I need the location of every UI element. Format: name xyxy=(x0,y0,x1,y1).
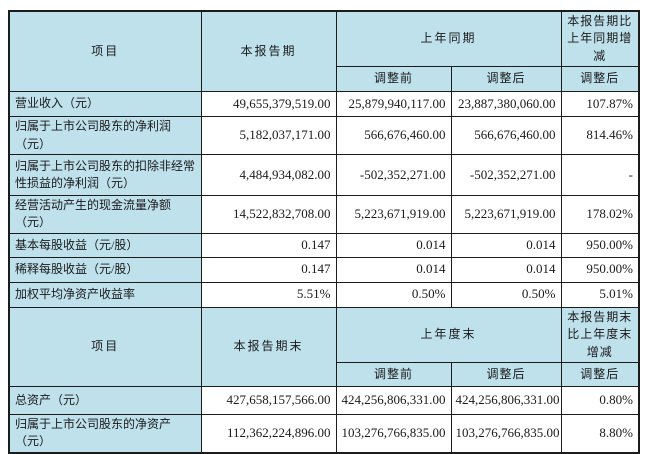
value-current: 4,484,934,082.00 xyxy=(200,153,337,196)
value-change: 950.00% xyxy=(560,256,640,283)
value-after: -502,352,271.00 xyxy=(450,153,562,196)
value-after: 0.014 xyxy=(450,232,562,258)
value-after: 0.50% xyxy=(450,281,562,308)
row-label: 归属于上市公司股东的扣除非经常性损益的净利润（元） xyxy=(8,153,202,196)
value-change: 950.00% xyxy=(560,232,640,258)
value-after: 5,223,671,919.00 xyxy=(450,194,562,234)
header-item-2: 项目 xyxy=(8,306,202,387)
table-row: 营业收入（元） 49,655,379,519.00 25,879,940,117… xyxy=(8,91,640,118)
value-after: 103,276,766,835.00 xyxy=(450,413,562,454)
header-adjust-after: 调整后 xyxy=(450,66,562,93)
value-before: 103,276,766,835.00 xyxy=(335,413,452,454)
value-after: 566,676,460.00 xyxy=(450,116,562,155)
table-row: 归属于上市公司股东的净利润（元） 5,182,037,171.00 566,67… xyxy=(8,116,640,155)
value-change: 8.80% xyxy=(560,413,640,454)
value-before: 566,676,460.00 xyxy=(335,116,452,155)
value-change: 814.46% xyxy=(560,116,640,155)
header-change-adjust-after-2: 调整后 xyxy=(560,361,640,387)
row-label: 经营活动产生的现金流量净额（元） xyxy=(8,194,202,234)
table-row: 归属于上市公司股东的净资产（元） 112,362,224,896.00 103,… xyxy=(8,413,640,454)
value-after: 0.014 xyxy=(450,256,562,283)
value-current: 5.51% xyxy=(200,281,337,308)
value-current: 0.147 xyxy=(200,232,337,258)
value-before: 424,256,806,331.00 xyxy=(335,385,452,415)
value-after: 23,887,380,060.00 xyxy=(450,91,562,118)
header-adjust-after-2: 调整后 xyxy=(450,361,562,387)
table-row: 加权平均净资产收益率 5.51% 0.50% 0.50% 5.01% xyxy=(8,281,640,308)
table-row: 稀释每股收益（元/股） 0.147 0.014 0.014 950.00% xyxy=(8,256,640,283)
table-row: 总资产（元） 427,658,157,566.00 424,256,806,33… xyxy=(8,385,640,415)
value-before: 5,223,671,919.00 xyxy=(335,194,452,234)
value-before: 0.014 xyxy=(335,232,452,258)
value-current: 0.147 xyxy=(200,256,337,283)
financial-summary: 项目 本报告期 上年同期 本报告期比上年同期增减 调整前 调整后 调整后 营业收… xyxy=(8,10,641,454)
header-item: 项目 xyxy=(8,10,202,93)
row-label: 基本每股收益（元/股） xyxy=(8,232,202,258)
table-row: 基本每股收益（元/股） 0.147 0.014 0.014 950.00% xyxy=(8,232,640,258)
header-change-title: 本报告期比上年同期增减 xyxy=(560,10,640,68)
table-row: 经营活动产生的现金流量净额（元） 14,522,832,708.00 5,223… xyxy=(8,194,640,234)
financial-summary-table: 项目 本报告期 上年同期 本报告期比上年同期增减 调整前 调整后 调整后 营业收… xyxy=(8,10,641,454)
row-label: 总资产（元） xyxy=(8,385,202,415)
value-change: - xyxy=(560,153,640,196)
value-before: 0.014 xyxy=(335,256,452,283)
value-current: 427,658,157,566.00 xyxy=(200,385,337,415)
header-change-adjust-after: 调整后 xyxy=(560,66,640,93)
value-before: -502,352,271.00 xyxy=(335,153,452,196)
value-after: 424,256,806,331.00 xyxy=(450,385,562,415)
header-adjust-before: 调整前 xyxy=(335,66,452,93)
value-before: 25,879,940,117.00 xyxy=(335,91,452,118)
value-change: 5.01% xyxy=(560,281,640,308)
row-label: 加权平均净资产收益率 xyxy=(8,281,202,308)
value-current: 14,522,832,708.00 xyxy=(200,194,337,234)
header-current-period: 本报告期 xyxy=(200,10,337,93)
row-label: 归属于上市公司股东的净利润（元） xyxy=(8,116,202,155)
header-change-title-2: 本报告期末比上年度末增减 xyxy=(560,306,640,363)
value-change: 178.02% xyxy=(560,194,640,234)
value-change: 0.80% xyxy=(560,385,640,415)
header-prior-period-group: 上年同期 xyxy=(335,10,562,68)
row-label: 稀释每股收益（元/股） xyxy=(8,256,202,283)
value-current: 5,182,037,171.00 xyxy=(200,116,337,155)
header-adjust-before-2: 调整前 xyxy=(335,361,452,387)
value-change: 107.87% xyxy=(560,91,640,118)
header-prior-year-end-group: 上年度末 xyxy=(335,306,562,363)
row-label: 营业收入（元） xyxy=(8,91,202,118)
value-before: 0.50% xyxy=(335,281,452,308)
row-label: 归属于上市公司股东的净资产（元） xyxy=(8,413,202,454)
table-row: 归属于上市公司股东的扣除非经常性损益的净利润（元） 4,484,934,082.… xyxy=(8,153,640,196)
header-current-period-end: 本报告期末 xyxy=(200,306,337,387)
value-current: 49,655,379,519.00 xyxy=(200,91,337,118)
value-current: 112,362,224,896.00 xyxy=(200,413,337,454)
